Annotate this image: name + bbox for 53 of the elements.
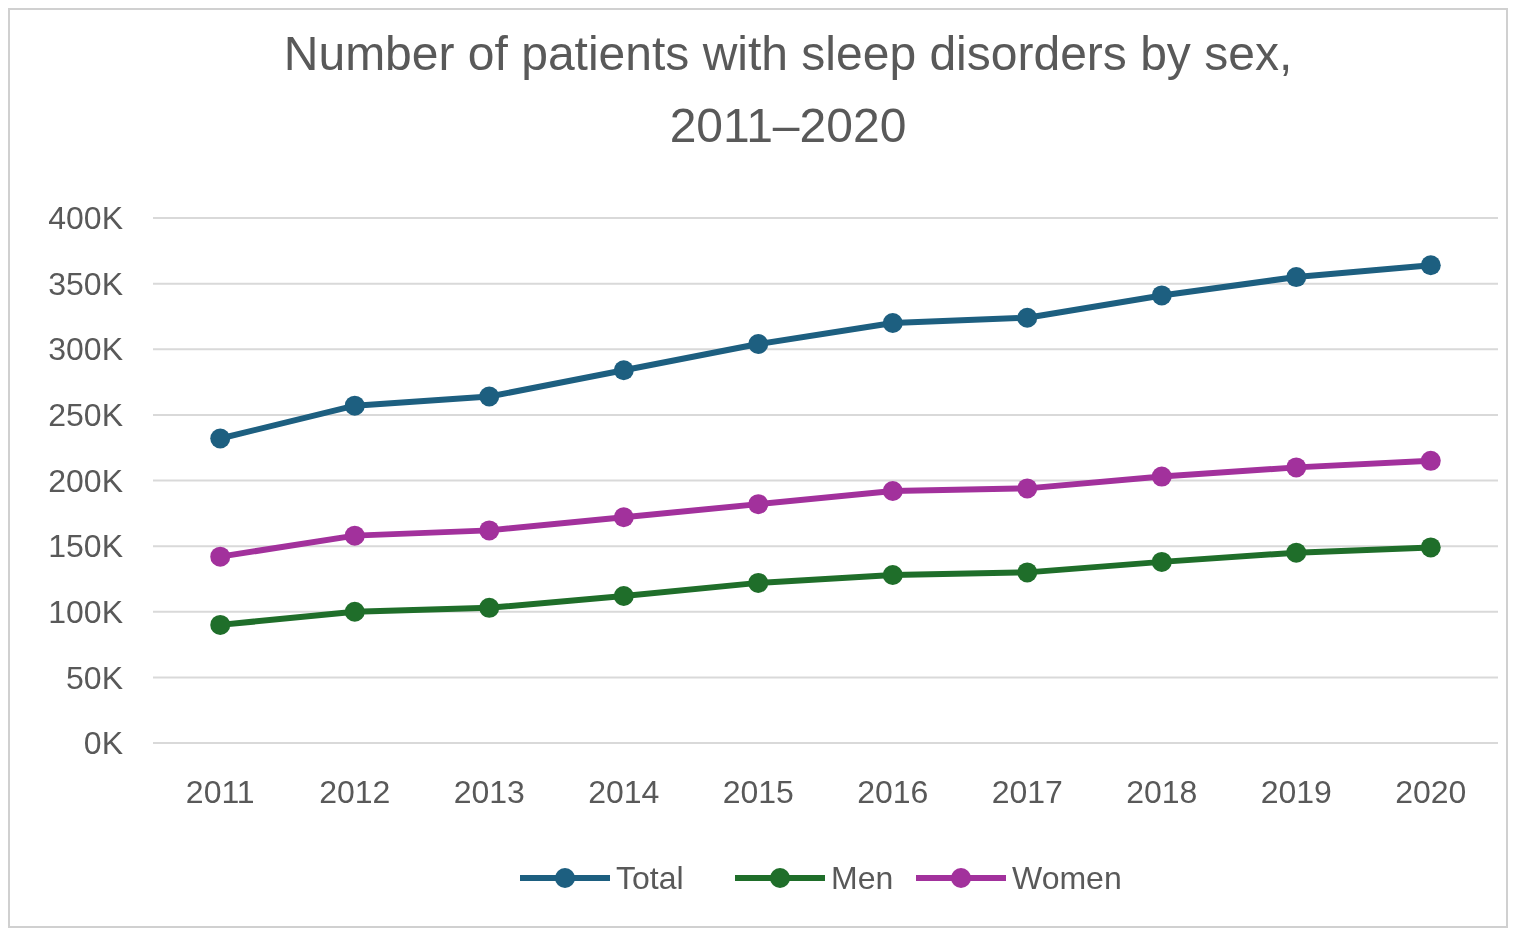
point: [613, 507, 634, 528]
point: [1017, 478, 1038, 499]
point: [748, 572, 769, 593]
x-tick-label: 2012: [319, 774, 391, 810]
legend-label: Men: [831, 860, 894, 897]
point: [1286, 457, 1307, 478]
point: [1286, 542, 1307, 563]
point: [1420, 450, 1441, 471]
y-tick-label: 300K: [48, 331, 123, 368]
point: [479, 520, 500, 541]
point: [479, 386, 500, 407]
y-tick-label: 0K: [83, 725, 123, 762]
point: [344, 395, 365, 416]
point: [748, 494, 769, 515]
y-tick-label: 50K: [66, 659, 123, 696]
y-tick-label: 250K: [48, 397, 123, 434]
x-tick-label: 2013: [453, 774, 525, 810]
point: [1151, 285, 1172, 306]
y-tick-label: 150K: [48, 528, 123, 565]
point: [210, 428, 231, 449]
point: [210, 614, 231, 635]
x-tick-label: 2015: [722, 774, 794, 810]
y-tick-label: 350K: [48, 265, 123, 302]
point: [1151, 551, 1172, 572]
point: [1420, 537, 1441, 558]
point: [613, 586, 634, 606]
y-tick-label: 400K: [48, 200, 123, 237]
x-tick-label: 2011: [185, 774, 255, 810]
point: [479, 597, 500, 618]
x-tick-label: 2014: [588, 774, 660, 810]
point: [1286, 267, 1307, 288]
x-tick-label: 2020: [1395, 774, 1467, 810]
legend-label: Total: [616, 860, 684, 897]
y-tick-label: 200K: [48, 462, 123, 499]
point: [344, 601, 365, 622]
x-tick-label: 2017: [991, 774, 1063, 810]
point: [748, 334, 769, 354]
x-tick-label: 2016: [857, 774, 929, 810]
point: [1017, 562, 1038, 583]
point: [613, 360, 634, 381]
point: [1151, 466, 1172, 487]
x-tick-label: 2019: [1260, 774, 1332, 810]
point: [882, 481, 903, 501]
y-tick-label: 100K: [48, 593, 123, 630]
point: [210, 546, 231, 567]
point: [882, 313, 903, 333]
legend-label: Women: [1012, 860, 1122, 897]
point: [882, 565, 903, 585]
x-tick-label: 2018: [1126, 774, 1198, 810]
chart-title: Number of patients with sleep disorders by sex, 2011–2020: [283, 27, 1293, 152]
point: [344, 525, 365, 546]
point: [1017, 307, 1038, 328]
point: [1420, 255, 1441, 276]
